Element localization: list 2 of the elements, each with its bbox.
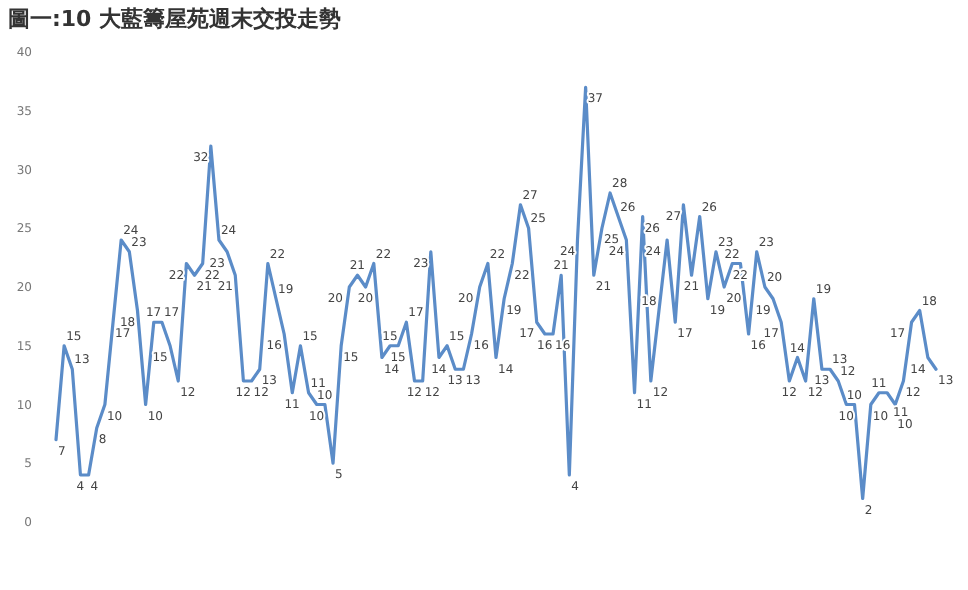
chart-title: 圖一:10 大藍籌屋苑週末交投走勢 [8,6,342,32]
line-series [54,85,938,501]
